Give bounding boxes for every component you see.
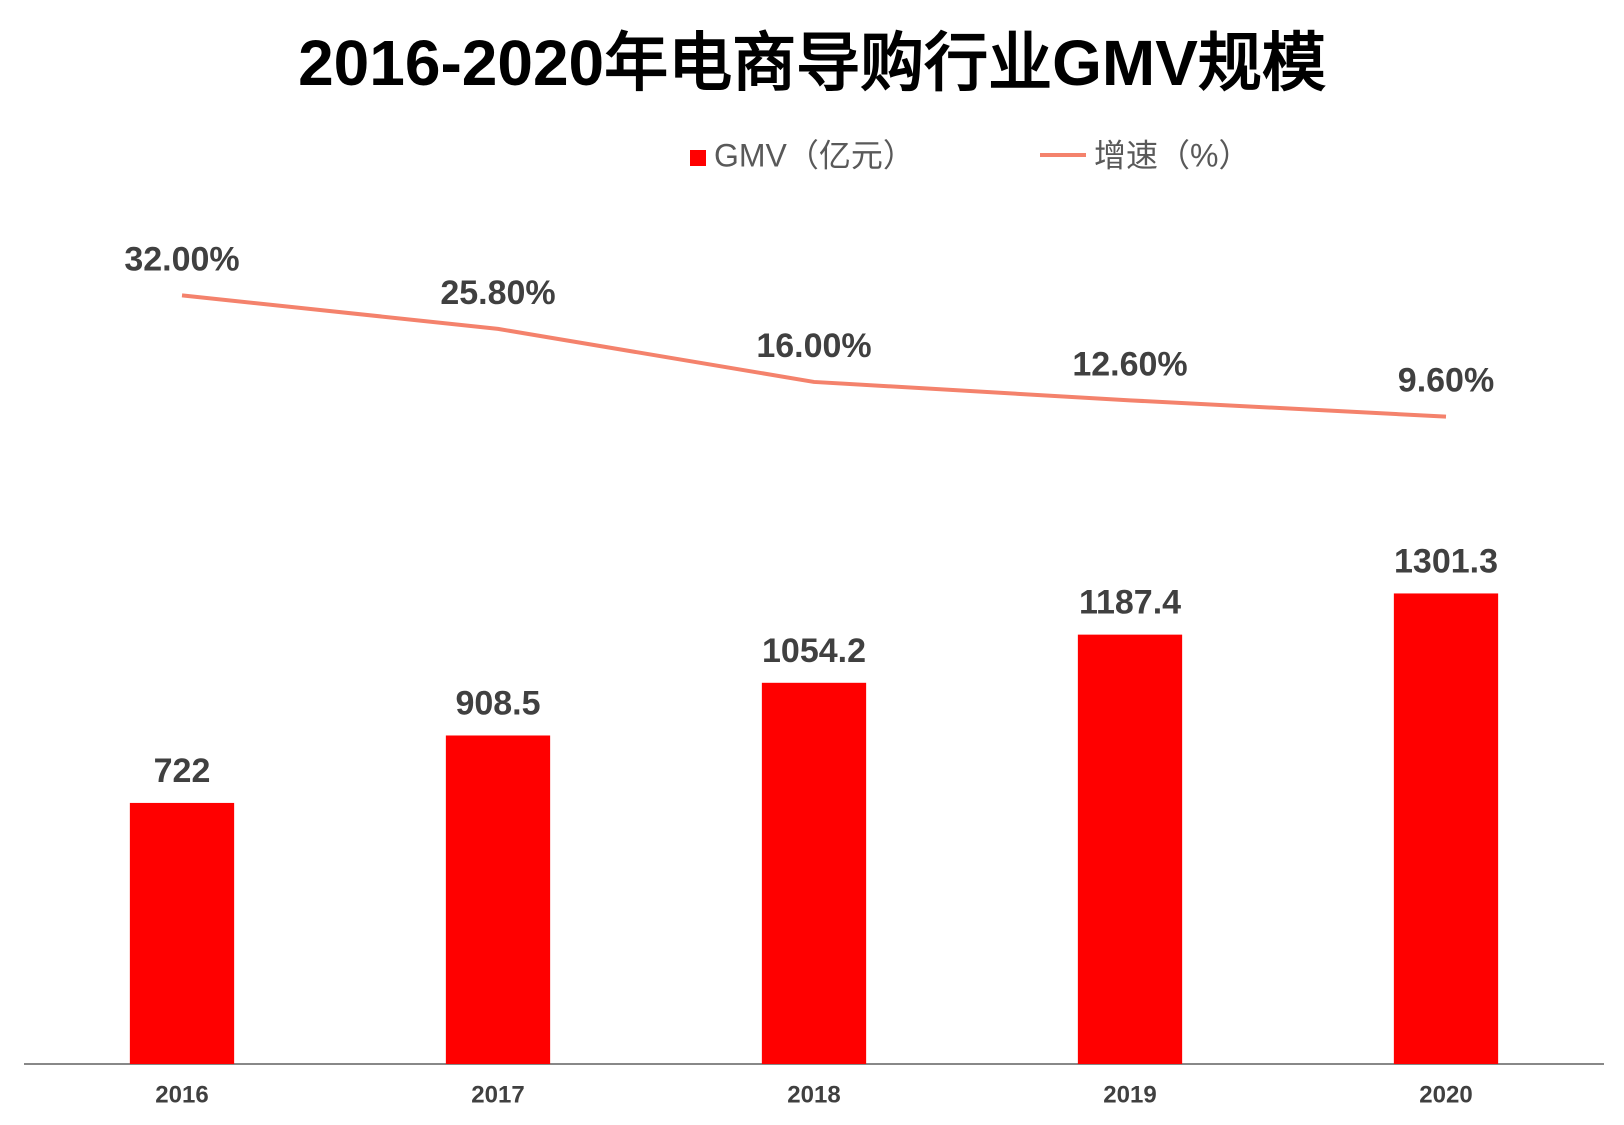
- x-tick-label: 2017: [471, 1081, 524, 1108]
- data-label: 722: [154, 752, 211, 790]
- bar: [761, 682, 867, 1064]
- data-label: 908.5: [455, 684, 540, 722]
- data-label: 25.80%: [440, 274, 555, 312]
- bar: [1077, 634, 1183, 1064]
- data-label: 9.60%: [1398, 362, 1494, 400]
- data-label: 16.00%: [756, 327, 871, 365]
- data-label: 32.00%: [124, 240, 239, 278]
- line: [181, 293, 1447, 419]
- legend-swatch: [690, 150, 706, 166]
- data-label: 1301.3: [1394, 542, 1498, 580]
- legend-label: 增速（%）: [1094, 137, 1250, 173]
- x-tick-label: 2018: [787, 1081, 840, 1108]
- legend-label: GMV（亿元）: [714, 137, 915, 173]
- data-label: 1054.2: [762, 632, 866, 670]
- bar: [129, 802, 235, 1064]
- bar: [1393, 593, 1499, 1064]
- x-tick-label: 2016: [155, 1081, 208, 1108]
- x-tick-label: 2020: [1419, 1081, 1472, 1108]
- bar: [445, 735, 551, 1064]
- x-tick-label: 2019: [1103, 1081, 1156, 1108]
- data-label: 1187.4: [1079, 584, 1181, 622]
- chart-title: 2016-2020年电商导购行业GMV规模: [298, 27, 1326, 99]
- data-label: 12.60%: [1072, 345, 1187, 383]
